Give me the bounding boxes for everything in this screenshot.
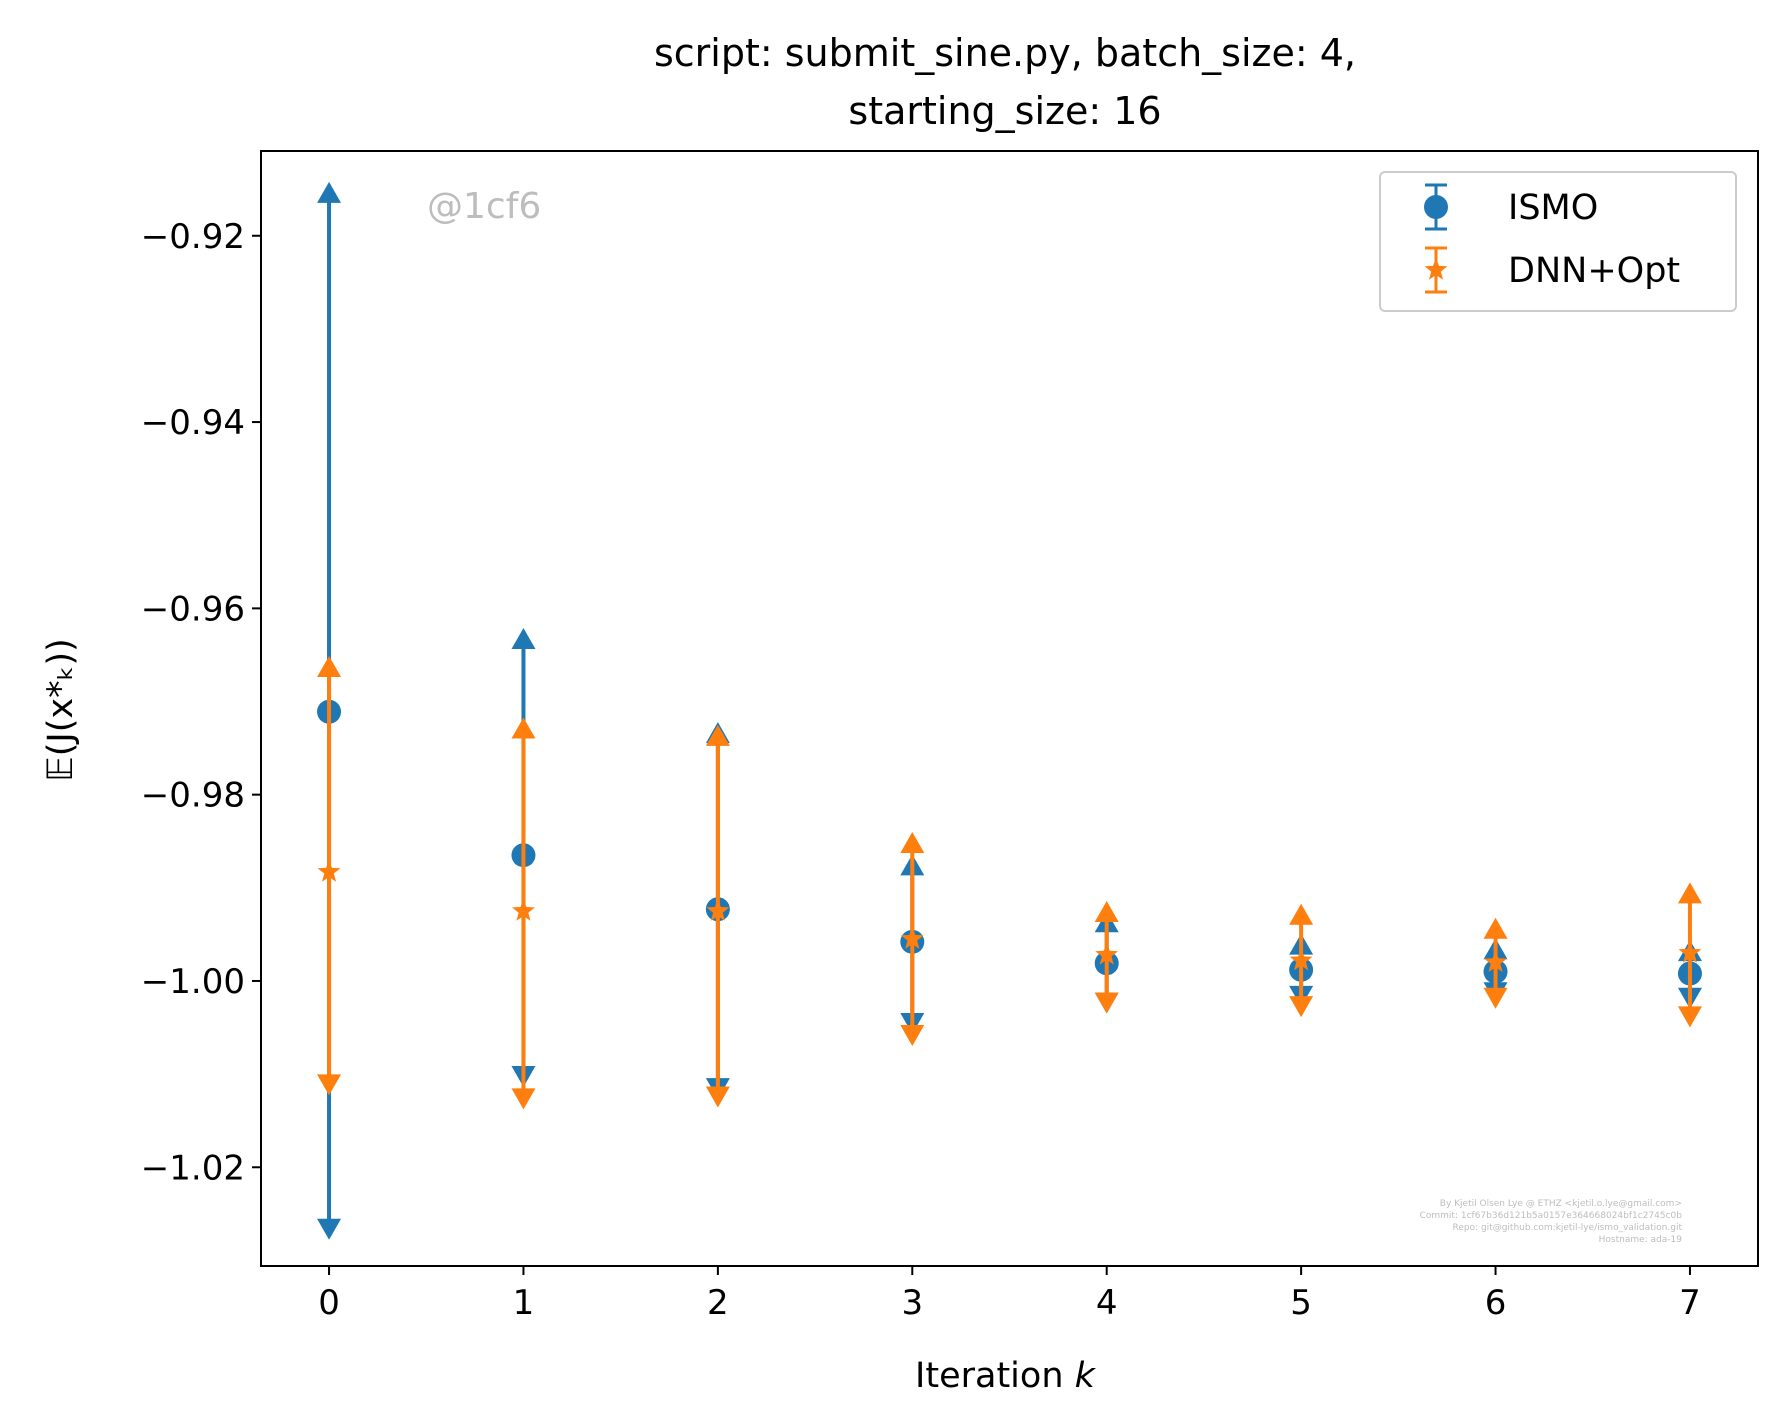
lower-limit-marker	[705, 1086, 730, 1108]
x-tick-label: 6	[1485, 1283, 1507, 1323]
upper-limit-marker	[1483, 917, 1508, 939]
legend-marker-icon	[1424, 195, 1448, 219]
x-axis-ticks: 0 1 2 3 4 5 6 7	[318, 1266, 1701, 1323]
credit-line-repo: Repo: git@github.com:kjetil-lye/ismo_val…	[1452, 1223, 1682, 1233]
x-tick-label: 1	[513, 1283, 535, 1323]
mean-point	[706, 899, 730, 921]
credits: By Kjetil Olsen Lye @ ETHZ <kjetil.o.lye…	[1420, 1199, 1683, 1245]
lower-limit-marker	[1677, 1006, 1702, 1028]
x-axis-label-variable: k	[1075, 1356, 1097, 1396]
lower-limit-marker	[317, 1218, 342, 1240]
upper-limit-marker	[317, 655, 342, 677]
credit-line-commit: Commit: 1cf67b36d121b5a0157e364668024bf1…	[1420, 1211, 1683, 1221]
x-axis-label: Iteration k	[915, 1356, 1097, 1396]
x-tick-label: 3	[901, 1283, 923, 1323]
lower-limit-marker	[1289, 996, 1314, 1018]
lower-limit-marker	[1094, 992, 1119, 1014]
plot-frame	[260, 150, 1759, 1267]
mean-point	[1289, 948, 1313, 971]
legend: ISMO DNN+Opt	[1379, 171, 1737, 312]
mean-point	[1095, 942, 1119, 965]
upper-limit-marker	[705, 724, 730, 746]
mean-point	[900, 927, 924, 949]
x-tick-label: 0	[318, 1283, 340, 1323]
series-layer	[317, 181, 1702, 1240]
x-tick-label: 2	[707, 1283, 729, 1323]
y-tick-label: −0.98	[141, 776, 245, 816]
upper-limit-marker	[1289, 903, 1314, 925]
legend-marker-icon	[1424, 258, 1448, 280]
chart-title-line-1: script: submit_sine.py, batch_size: 4,	[654, 31, 1356, 75]
chart-title-line-2: starting_size: 16	[848, 89, 1161, 133]
y-tick-label: −0.92	[141, 217, 245, 257]
y-tick-label: −1.00	[141, 962, 245, 1002]
lower-limit-marker	[317, 1074, 342, 1096]
lower-limit-marker	[511, 1088, 536, 1110]
y-axis-label: 𝔼(J(x*ₖ))	[41, 638, 81, 782]
mean-point	[1678, 941, 1702, 963]
mean-point	[1484, 950, 1507, 972]
mean-point	[512, 899, 535, 921]
upper-limit-marker	[1677, 882, 1702, 904]
upper-limit-marker	[511, 717, 536, 739]
upper-limit-marker	[511, 628, 536, 650]
x-tick-label: 7	[1679, 1283, 1701, 1323]
upper-limit-marker	[1094, 900, 1119, 922]
x-tick-label: 5	[1290, 1283, 1312, 1323]
y-tick-label: −0.94	[141, 403, 245, 443]
credit-line-hostname: Hostname: ada-19	[1599, 1235, 1683, 1245]
x-axis-label-text: Iteration	[915, 1356, 1063, 1396]
legend-box	[1379, 171, 1737, 312]
upper-limit-marker	[900, 832, 925, 854]
legend-label: DNN+Opt	[1508, 251, 1680, 291]
y-tick-label: −0.96	[141, 589, 245, 629]
lower-limit-marker	[900, 1025, 925, 1047]
mean-point	[317, 860, 341, 882]
y-tick-label: −1.02	[141, 1148, 245, 1188]
watermark: @1cf6	[427, 186, 541, 227]
upper-limit-marker	[317, 181, 342, 203]
credit-line-author: By Kjetil Olsen Lye @ ETHZ <kjetil.o.lye…	[1440, 1199, 1682, 1209]
y-axis-ticks: −0.92 −0.94 −0.96 −0.98 −1.00 −1.02	[141, 217, 261, 1188]
lower-limit-marker	[1483, 987, 1508, 1009]
x-tick-label: 4	[1096, 1283, 1118, 1323]
series-2	[317, 655, 1702, 1110]
legend-label: ISMO	[1508, 188, 1598, 228]
